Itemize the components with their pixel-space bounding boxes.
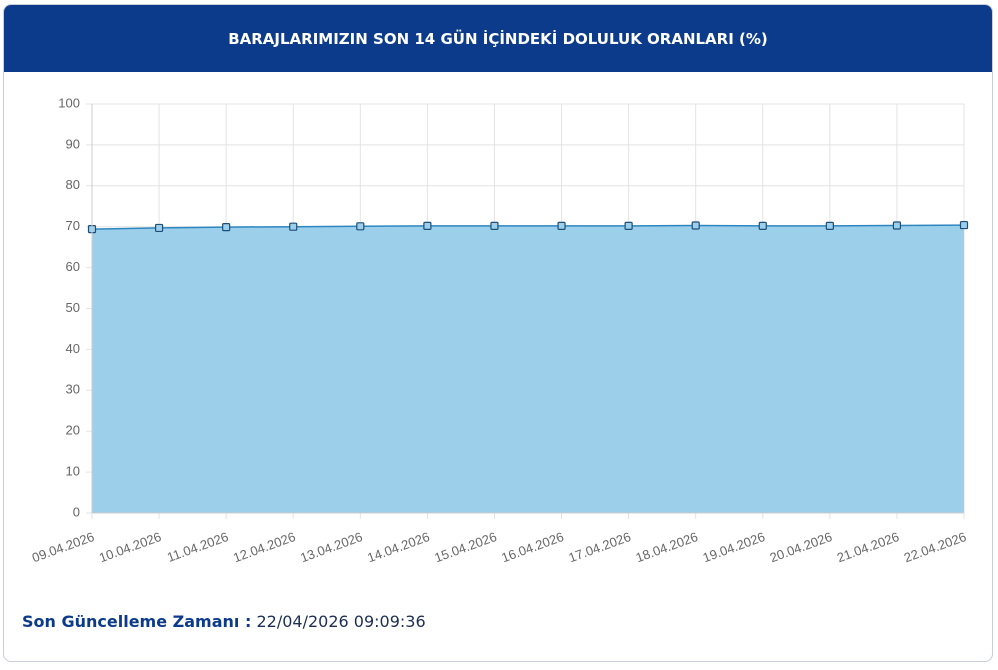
x-tick-label: 10.04.2026 xyxy=(97,529,163,565)
x-tick-label: 11.04.2026 xyxy=(165,529,230,565)
point-marker xyxy=(222,223,231,232)
y-tick-label: 30 xyxy=(66,382,80,397)
x-tick-label: 09.04.2026 xyxy=(30,529,96,565)
point-marker xyxy=(624,221,633,230)
point-marker xyxy=(356,222,365,231)
point-marker xyxy=(490,221,499,230)
x-tick-label: 17.04.2026 xyxy=(567,529,633,565)
y-tick-label: 100 xyxy=(58,95,80,110)
point-marker xyxy=(691,221,700,230)
footer-value: 22/04/2026 09:09:36 xyxy=(256,612,426,631)
footer: Son Güncelleme Zamanı : 22/04/2026 09:09… xyxy=(22,612,426,631)
x-tick-label: 15.04.2026 xyxy=(432,529,498,565)
x-tick-label: 14.04.2026 xyxy=(365,529,431,565)
x-tick-label: 13.04.2026 xyxy=(298,529,364,565)
card: BARAJLARIMIZIN SON 14 GÜN İÇİNDEKİ DOLUL… xyxy=(3,4,993,662)
y-tick-label: 90 xyxy=(66,136,80,151)
area xyxy=(92,225,964,513)
y-tick-label: 10 xyxy=(66,464,80,479)
x-tick-label: 16.04.2026 xyxy=(499,529,565,565)
footer-label: Son Güncelleme Zamanı : xyxy=(22,612,252,631)
y-tick-label: 20 xyxy=(66,423,80,438)
y-tick-label: 70 xyxy=(66,218,80,233)
point-marker xyxy=(892,221,902,230)
point-marker xyxy=(154,223,164,233)
x-tick-label: 12.04.2026 xyxy=(231,529,297,565)
line xyxy=(91,224,965,230)
x-tick-label: 18.04.2026 xyxy=(634,529,700,565)
y-tick-label: 80 xyxy=(66,177,80,192)
point-marker xyxy=(289,222,298,231)
point-marker xyxy=(423,221,432,230)
point-marker xyxy=(959,220,969,230)
x-tick-label: 19.04.2026 xyxy=(701,529,767,565)
x-tick-label: 20.04.2026 xyxy=(768,529,834,565)
point-marker xyxy=(557,221,566,230)
x-tick-label: 21.04.2026 xyxy=(835,529,901,565)
y-tick-label: 40 xyxy=(66,341,80,356)
y-tick-label: 0 xyxy=(73,504,80,519)
point-marker xyxy=(758,221,767,230)
y-tick-label: 50 xyxy=(66,300,80,315)
x-tick-label: 22.04.2026 xyxy=(902,529,968,565)
chart-title: BARAJLARIMIZIN SON 14 GÜN İÇİNDEKİ DOLUL… xyxy=(4,5,992,72)
y-tick-label: 60 xyxy=(66,259,80,274)
point-marker xyxy=(825,221,834,230)
